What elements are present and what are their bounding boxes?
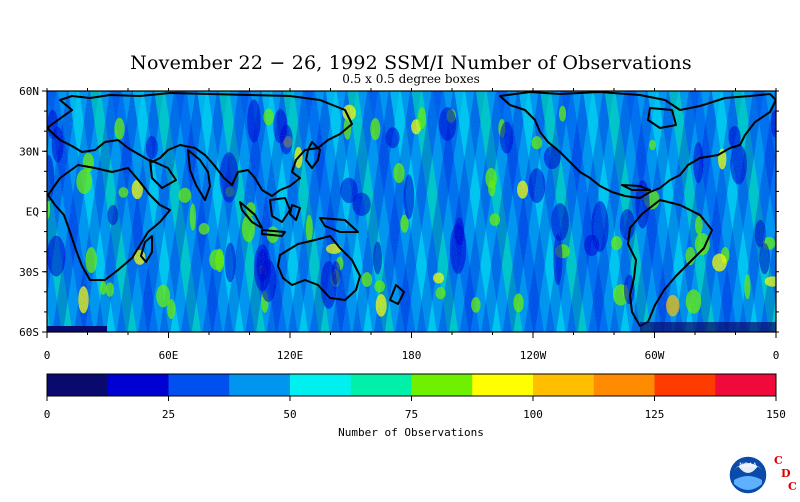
swath-band	[0, 91, 13, 332]
coastline-hudson	[647, 107, 677, 129]
colorbar-swatch	[411, 374, 473, 396]
lon-label: 0	[773, 349, 780, 362]
coastline-sumatra	[239, 201, 263, 229]
colorbar-swatch	[472, 374, 534, 396]
coastline-australia	[277, 235, 361, 301]
lon-label: 120E	[277, 349, 304, 362]
coastline-newguinea	[319, 217, 359, 233]
swath-band	[781, 91, 800, 332]
coastline-java	[261, 229, 286, 237]
lon-label: 0	[44, 349, 51, 362]
colorbar-swatch	[350, 374, 412, 396]
colorbar-swatch	[715, 374, 777, 396]
coastline-africa	[47, 164, 171, 281]
map-subtitle: 0.5 x 0.5 degree boxes	[342, 72, 480, 86]
noaa-text: NOAA	[739, 462, 757, 469]
lon-label: 60E	[159, 349, 179, 362]
lat-label: 30N	[19, 145, 39, 158]
colorbar-swatch	[107, 374, 169, 396]
coastline-japan	[305, 141, 321, 169]
colorbar-tick-label: 125	[645, 408, 665, 421]
cdc-letter-d: D	[781, 467, 791, 480]
coastline-newzealand	[389, 284, 405, 305]
colorbar-swatch	[654, 374, 716, 396]
lat-label: 60N	[19, 85, 39, 98]
coastline-caribbean	[621, 184, 651, 191]
colorbar-swatch	[290, 374, 352, 396]
antarctic-strip-east	[640, 322, 776, 332]
colorbar-label: Number of Observations	[338, 426, 484, 439]
colorbar-tick-label: 100	[523, 408, 543, 421]
lon-label: 180	[402, 349, 422, 362]
coastline-madagascar	[140, 235, 153, 263]
colorbar-tick-label: 0	[44, 408, 51, 421]
colorbar: 0 25 50 75 100 125 150	[44, 373, 786, 421]
longitude-axis: 0 60E 120E 180 120W 60W 0	[44, 88, 780, 362]
colorbar-tick-label: 75	[405, 408, 418, 421]
coastline-north-america	[499, 91, 776, 199]
colorbar-swatch	[593, 374, 655, 396]
colorbar-swatch	[168, 374, 230, 396]
colorbar-swatch	[533, 374, 595, 396]
lon-label: 60W	[645, 349, 665, 362]
cdc-letter-c2: C	[788, 480, 797, 493]
colorbar-swatch	[229, 374, 291, 396]
coastline-eurasia	[47, 92, 353, 197]
cdc-letter-c1: C	[774, 454, 783, 467]
colorbar-tick-label: 25	[162, 408, 175, 421]
latitude-axis: 60N 30N EQ 30S 60S	[19, 85, 779, 339]
lat-label: 30S	[19, 266, 39, 279]
map-title: November 22 − 26, 1992 SSM/I Number of O…	[130, 52, 692, 74]
swath-band	[776, 91, 800, 332]
lat-label: 60S	[19, 326, 39, 339]
antarctic-strip	[47, 326, 107, 332]
lat-label: EQ	[26, 206, 39, 219]
noaa-cdc-logo: NOAA C D C	[728, 452, 798, 498]
colorbar-swatch	[47, 374, 109, 396]
coastline-india	[187, 149, 211, 201]
coastline-arabia	[149, 159, 177, 189]
coastline-borneo	[269, 197, 291, 223]
colorbar-tick-label: 150	[766, 408, 786, 421]
coastline-sulawesi	[289, 204, 301, 221]
colorbar-tick-label: 50	[283, 408, 296, 421]
lon-label: 120W	[520, 349, 547, 362]
swath-band	[0, 91, 8, 332]
